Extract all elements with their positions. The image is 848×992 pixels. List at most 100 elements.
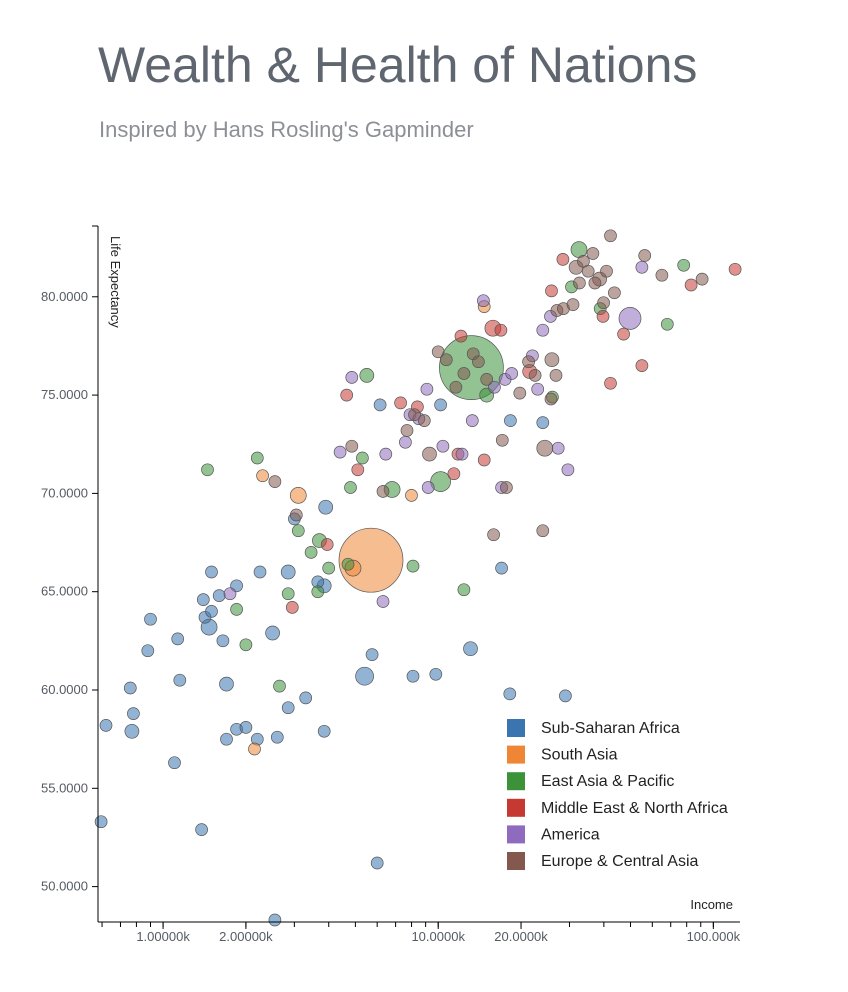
- country-bubble[interactable]: [454, 329, 468, 343]
- country-bubble[interactable]: [351, 463, 365, 477]
- country-bubble[interactable]: [604, 229, 617, 243]
- country-bubble[interactable]: [168, 756, 181, 770]
- country-bubble[interactable]: [318, 499, 334, 515]
- country-bubble[interactable]: [559, 689, 572, 703]
- country-bubble[interactable]: [677, 258, 691, 272]
- country-bubble[interactable]: [355, 666, 374, 686]
- country-bubble[interactable]: [556, 253, 570, 266]
- country-bubble[interactable]: [660, 317, 674, 331]
- country-bubble[interactable]: [536, 323, 550, 337]
- country-bubble[interactable]: [248, 742, 261, 756]
- country-bubble[interactable]: [421, 481, 435, 494]
- country-bubble[interactable]: [495, 561, 508, 575]
- country-bubble[interactable]: [573, 276, 586, 290]
- country-bubble[interactable]: [457, 583, 471, 597]
- country-bubble[interactable]: [728, 262, 742, 276]
- country-bubble[interactable]: [379, 447, 393, 461]
- country-bubble[interactable]: [447, 467, 461, 481]
- country-bubble[interactable]: [223, 587, 237, 601]
- country-bubble[interactable]: [281, 587, 295, 601]
- country-bubble[interactable]: [230, 603, 243, 616]
- country-bubble[interactable]: [317, 724, 331, 738]
- country-bubble[interactable]: [544, 352, 560, 368]
- country-bubble[interactable]: [373, 398, 387, 412]
- country-bubble[interactable]: [434, 398, 447, 412]
- country-bubble[interactable]: [500, 481, 513, 494]
- country-bubble[interactable]: [431, 345, 445, 359]
- country-bubble[interactable]: [281, 701, 295, 715]
- country-bubble[interactable]: [359, 368, 375, 383]
- country-bubble[interactable]: [239, 721, 253, 734]
- country-bubble[interactable]: [655, 268, 669, 282]
- country-bubble[interactable]: [477, 294, 490, 308]
- country-bubble[interactable]: [195, 823, 208, 836]
- country-bubble[interactable]: [422, 446, 437, 462]
- country-bubble[interactable]: [304, 546, 318, 559]
- country-bubble[interactable]: [536, 439, 554, 457]
- country-bubble[interactable]: [586, 247, 600, 260]
- country-bubble[interactable]: [268, 913, 282, 927]
- country-bubble[interactable]: [341, 557, 355, 571]
- country-bubble[interactable]: [457, 367, 471, 380]
- country-bubble[interactable]: [280, 564, 296, 580]
- country-bubble[interactable]: [472, 355, 485, 369]
- country-bubble[interactable]: [561, 463, 575, 477]
- country-bubble[interactable]: [219, 676, 234, 692]
- country-bubble[interactable]: [345, 371, 359, 384]
- country-bubble[interactable]: [617, 327, 630, 341]
- country-bubble[interactable]: [436, 439, 450, 453]
- country-bubble[interactable]: [253, 565, 267, 579]
- country-bubble[interactable]: [220, 732, 233, 746]
- country-bubble[interactable]: [536, 416, 550, 429]
- country-bubble[interactable]: [635, 260, 649, 274]
- country-bubble[interactable]: [205, 605, 218, 618]
- country-bubble[interactable]: [291, 524, 305, 538]
- country-bubble[interactable]: [695, 272, 709, 286]
- country-bubble[interactable]: [250, 451, 264, 465]
- country-bubble[interactable]: [289, 487, 307, 504]
- country-bubble[interactable]: [536, 524, 550, 538]
- country-bubble[interactable]: [376, 595, 390, 608]
- country-bubble[interactable]: [439, 353, 453, 367]
- country-bubble[interactable]: [549, 369, 563, 382]
- country-bubble[interactable]: [124, 723, 140, 739]
- country-bubble[interactable]: [487, 528, 500, 542]
- country-bubble[interactable]: [480, 373, 494, 386]
- country-bubble[interactable]: [566, 298, 580, 311]
- country-bubble[interactable]: [370, 856, 384, 870]
- country-bubble[interactable]: [618, 307, 642, 330]
- country-bubble[interactable]: [635, 359, 649, 372]
- country-bubble[interactable]: [333, 445, 347, 459]
- country-bubble[interactable]: [522, 355, 535, 369]
- country-bubble[interactable]: [463, 641, 478, 657]
- country-bubble[interactable]: [588, 276, 602, 290]
- country-bubble[interactable]: [465, 414, 479, 427]
- country-bubble[interactable]: [196, 593, 210, 606]
- country-bubble[interactable]: [365, 648, 379, 661]
- country-bubble[interactable]: [94, 815, 108, 829]
- country-bubble[interactable]: [495, 433, 509, 447]
- country-bubble[interactable]: [299, 691, 313, 705]
- country-bubble[interactable]: [417, 414, 431, 427]
- country-bubble[interactable]: [608, 286, 621, 300]
- country-bubble[interactable]: [399, 435, 412, 449]
- country-bubble[interactable]: [400, 424, 414, 437]
- country-bubble[interactable]: [600, 264, 613, 278]
- country-bubble[interactable]: [311, 585, 325, 599]
- country-bubble[interactable]: [503, 687, 517, 701]
- country-bubble[interactable]: [494, 323, 508, 337]
- country-bubble[interactable]: [345, 439, 359, 453]
- country-bubble[interactable]: [406, 669, 420, 683]
- country-bubble[interactable]: [99, 719, 113, 732]
- country-bubble[interactable]: [289, 508, 303, 522]
- country-bubble[interactable]: [405, 489, 418, 502]
- country-bubble[interactable]: [322, 561, 336, 575]
- country-bubble[interactable]: [141, 644, 155, 658]
- country-bubble[interactable]: [505, 367, 519, 380]
- country-bubble[interactable]: [545, 284, 558, 298]
- country-bubble[interactable]: [201, 463, 214, 477]
- country-bubble[interactable]: [597, 296, 610, 310]
- country-bubble[interactable]: [684, 278, 698, 292]
- country-bubble[interactable]: [285, 601, 299, 614]
- country-bubble[interactable]: [528, 369, 542, 382]
